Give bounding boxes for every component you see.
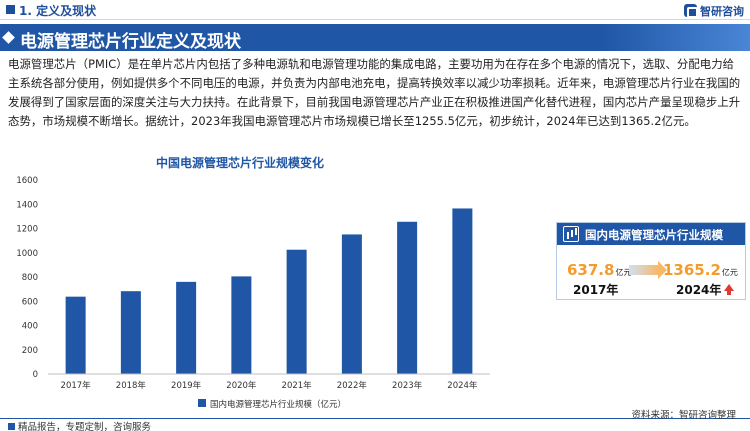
title-band: 电源管理芯片行业定义及现状 (0, 24, 750, 52)
y-axis: 0 200 400 600 800 1000 1200 1400 1600 (16, 176, 38, 380)
scale-card: 国内电源管理芯片行业规模 637.8亿元 1365.2亿元 2017年 2024… (556, 222, 746, 300)
year-2024: 2024年 (676, 283, 722, 297)
bars-group (65, 208, 473, 374)
arrow-up-icon (724, 284, 734, 295)
x-tick-label: 2022年 (337, 380, 368, 391)
year-2017: 2017年 (573, 283, 619, 297)
section-label: 1. 定义及现状 (19, 4, 97, 18)
value-2017-number: 637.8 (567, 261, 615, 279)
value-2017: 637.8亿元 (567, 261, 631, 279)
x-tick-label: 2021年 (282, 380, 313, 391)
arrow-right-icon (629, 261, 667, 279)
legend-swatch (198, 399, 206, 407)
bar (286, 249, 307, 374)
card-title: 国内电源管理芯片行业规模 (585, 228, 723, 242)
legend-label: 国内电源管理芯片行业规模（亿元） (210, 399, 346, 410)
brand-logo: 智研咨询 (684, 3, 744, 19)
x-tick-label: 2024年 (447, 380, 478, 391)
bar (120, 291, 141, 374)
y-tick-label: 0 (33, 370, 38, 380)
x-tick-label: 2020年 (226, 380, 257, 391)
footer-divider (0, 418, 750, 419)
brand-name: 智研咨询 (700, 5, 744, 18)
card-header: 国内电源管理芯片行业规模 (557, 223, 745, 245)
section-bullet-icon (6, 5, 15, 14)
footer-tagline-text: 精品报告，专题定制，咨询服务 (18, 422, 152, 431)
bar (231, 276, 252, 374)
diamond-icon (2, 31, 15, 44)
bar (176, 281, 197, 374)
bar (65, 296, 86, 374)
value-2024-unit: 亿元 (721, 268, 738, 277)
chart-title: 中国电源管理芯片行业规模变化 (155, 156, 324, 170)
footer-tagline: 精品报告，专题定制，咨询服务 (8, 419, 151, 431)
bar (452, 208, 473, 374)
intro-paragraph: 电源管理芯片（PMIC）是在单片芯片内包括了多种电源轨和电源管理功能的集成电路，… (8, 57, 741, 128)
legend: 国内电源管理芯片行业规模（亿元） (198, 399, 346, 410)
x-tick-label: 2017年 (61, 380, 92, 391)
value-2024: 1365.2亿元 (663, 261, 738, 279)
y-tick-label: 1400 (16, 200, 38, 210)
value-2017-unit: 亿元 (615, 268, 632, 277)
x-tick-label: 2018年 (116, 380, 147, 391)
y-tick-label: 400 (22, 322, 38, 332)
page-title: 电源管理芯片行业定义及现状 (20, 32, 241, 52)
bar-chart: 0 200 400 600 800 1000 1200 1400 1600 2017年 2018年… (16, 176, 490, 410)
y-tick-label: 1000 (16, 249, 38, 259)
bar (341, 234, 362, 374)
value-2024-number: 1365.2 (663, 261, 721, 279)
y-tick-label: 1200 (16, 225, 38, 235)
x-tick-label: 2019年 (171, 380, 202, 391)
footer-square-icon (8, 423, 15, 430)
bar (397, 221, 418, 374)
x-tick-label: 2023年 (392, 380, 423, 391)
chart-icon (563, 226, 579, 242)
y-tick-label: 600 (22, 297, 38, 307)
brand-icon (684, 4, 698, 18)
y-tick-label: 1600 (16, 176, 38, 186)
x-axis: 2017年 2018年 2019年 2020年 2021年 2022年 2023年 2024年 (48, 373, 490, 391)
source-note: 资料来源：智研咨询整理 (631, 410, 736, 421)
y-tick-label: 800 (22, 273, 38, 283)
top-strip: 1. 定义及现状 智研咨询 (0, 0, 750, 20)
y-tick-label: 200 (22, 346, 38, 356)
